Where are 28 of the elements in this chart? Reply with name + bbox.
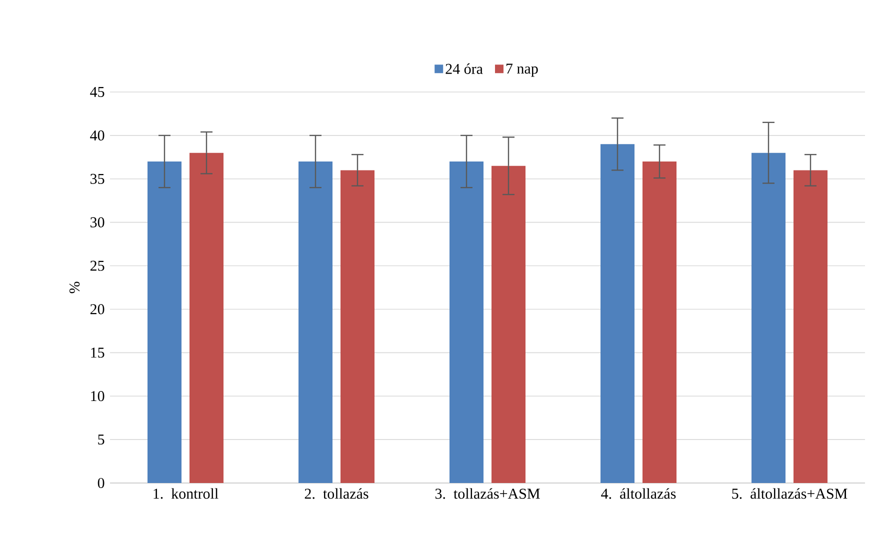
y-tick-label: 5 [98, 434, 104, 445]
y-tick-label: 10 [91, 391, 104, 402]
legend-label: 24 óra [446, 63, 483, 74]
bar [600, 144, 635, 483]
bar [642, 162, 677, 483]
y-axis-title: % [69, 282, 80, 294]
x-tick-label: 5. áltollazás+ASM [732, 488, 848, 499]
bar [794, 170, 828, 483]
x-tick-label: 3. tollazás+ASM [435, 488, 540, 499]
y-tick-label: 15 [91, 348, 104, 358]
bar [450, 162, 484, 483]
legend-label: 7 nap [506, 64, 538, 77]
bar [190, 152, 224, 483]
bar [752, 152, 786, 483]
y-tick-label: 45 [90, 86, 104, 97]
y-tick-label: 30 [90, 217, 104, 228]
bar [340, 170, 375, 483]
y-tick-label: 40 [90, 130, 104, 140]
bar [492, 166, 526, 483]
y-tick-label: 25 [90, 260, 104, 271]
x-tick-label: 2. tollazás [304, 488, 368, 499]
y-tick-label: 0 [98, 478, 104, 488]
x-tick-label: 4. áltollazás [601, 488, 676, 499]
y-tick-label: 20 [90, 304, 104, 314]
y-tick-label: 35 [90, 174, 104, 184]
x-tick-label: 1. kontroll [154, 488, 218, 499]
bar [298, 162, 333, 483]
bar [148, 162, 182, 483]
